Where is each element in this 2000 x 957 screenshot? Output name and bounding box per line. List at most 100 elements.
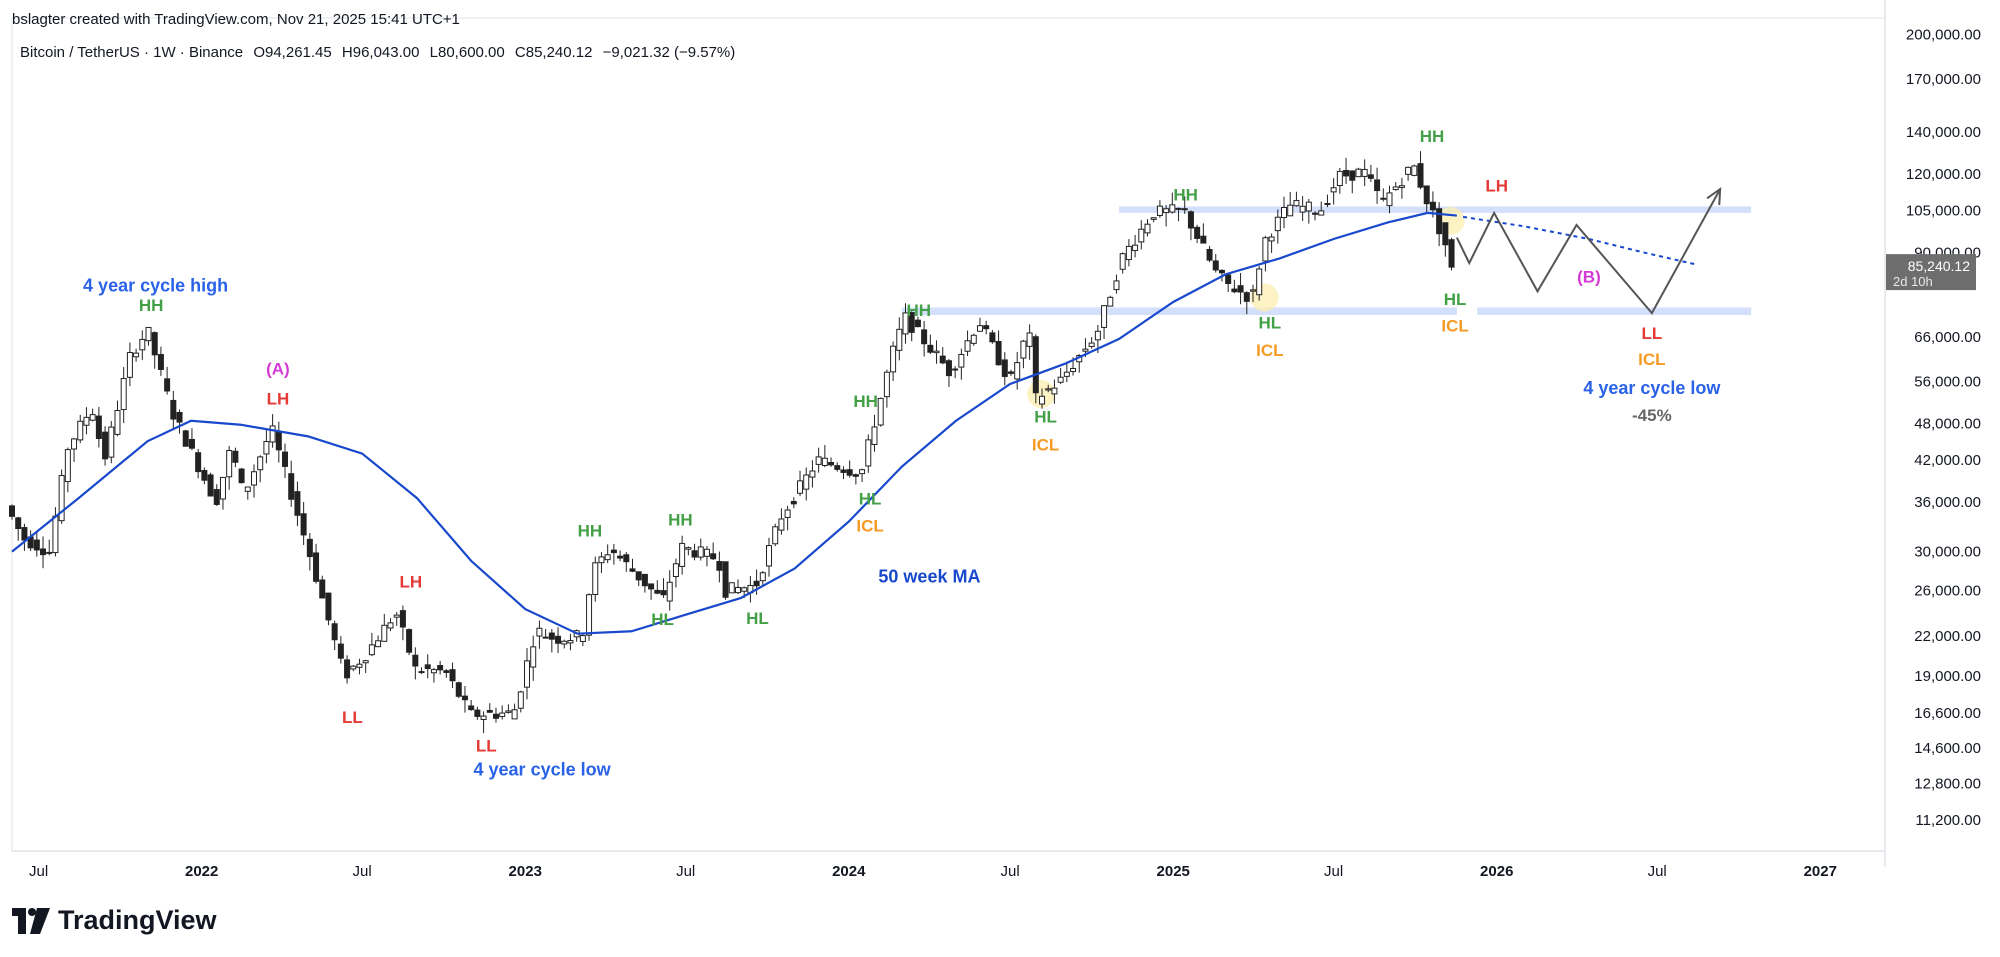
candle-body [902,312,909,335]
candle-body [1001,359,1008,377]
candle-body [1138,228,1145,243]
candle-body [126,352,133,378]
candle-body [753,580,760,587]
ma-projection-line [1462,215,1698,266]
tradingview-logo[interactable]: TradingView [12,905,217,936]
candle-body [393,614,400,618]
candle-body [201,469,208,481]
candle-body [1026,332,1033,347]
candle-body [1200,235,1207,244]
candle-body [406,629,413,653]
candle-body [1374,179,1381,192]
candle-body [784,509,791,518]
candle-body [1380,197,1387,200]
candle-body [1386,192,1393,207]
candle-body [778,518,785,531]
time-tick-label: 2025 [1157,863,1190,880]
price-tick-label: 14,600.00 [1914,740,1981,757]
candle-body [1014,362,1021,380]
candle-body [964,340,971,352]
candle-body [691,550,698,558]
price-tick-label: 26,000.00 [1914,583,1981,600]
annotation-label: HL [1034,407,1057,426]
candle-body [412,654,419,667]
candle-body [970,334,977,344]
candle-body [269,425,276,443]
candle-body [1125,245,1132,261]
candle-body [703,548,710,557]
candle-body [244,486,251,492]
candle-body [536,627,543,637]
candle-body [114,410,121,435]
candle-body [672,563,679,578]
candle-body [492,713,499,719]
candle-body [1231,288,1238,293]
candle-body [188,438,195,449]
candle-body [1051,387,1058,395]
candle-body [797,480,804,494]
candle-body [226,449,233,478]
candle-body [1324,203,1331,206]
candle-body [908,312,915,333]
annotation-label: HL [746,609,769,628]
candle-body [145,326,152,342]
candle-body [1218,269,1225,274]
candle-body [1163,208,1170,214]
candle-body [635,571,642,581]
candle-body [1175,207,1182,210]
candle-body [579,635,586,642]
price-tick-label: 56,000.00 [1914,374,1981,391]
candle-body [1070,367,1077,373]
candle-body [1268,236,1275,242]
candle-body [1020,340,1027,359]
candle-body [356,663,363,668]
candle-body [1094,330,1101,341]
candle-body [1274,216,1281,232]
candle-body [834,465,841,470]
candle-body [995,340,1002,366]
annotation-label: HH [853,392,878,411]
candle-body [1417,163,1424,188]
candle-body [474,709,481,717]
candle-body [33,539,40,551]
candle-body [728,582,735,594]
candle-body [257,456,264,471]
candle-body [213,489,220,505]
candle-body [1063,371,1070,377]
candle-body [89,414,96,421]
annotation-label: HL [1444,290,1467,309]
candle-body [275,431,282,451]
candle-body [958,353,965,368]
candle-body [1119,253,1126,270]
candle-body [1398,185,1405,188]
ohlc-low: L80,600.00 [429,44,505,61]
candle-body [542,636,549,639]
candle-body [1336,170,1343,187]
candle-body [1156,205,1163,216]
symbol-header: Bitcoin / TetherUS · 1W · Binance O94,26… [20,44,741,61]
candle-body [430,669,437,674]
candle-body [610,549,617,554]
candle-body [648,583,655,590]
candle-body [840,469,847,473]
candle-body [1237,285,1244,293]
price-tick-label: 30,000.00 [1914,544,1981,561]
candle-body [468,705,475,711]
candle-body [1281,206,1288,219]
candle-body [387,622,394,629]
candle-body [133,352,140,358]
candle-body [1442,222,1449,246]
candle-body [1429,201,1436,211]
candle-body [486,709,493,713]
candle-body [437,665,444,671]
current-price-value: 85,240.12 [1908,258,1970,274]
candle-body [1225,274,1232,285]
candle-body [548,632,555,640]
annotation-label: HH [907,301,932,320]
candle-body [1169,204,1176,213]
candle-body [1256,268,1263,296]
ohlc-close: C85,240.12 [514,44,593,61]
candle-body [617,555,624,559]
candle-body [914,319,921,328]
